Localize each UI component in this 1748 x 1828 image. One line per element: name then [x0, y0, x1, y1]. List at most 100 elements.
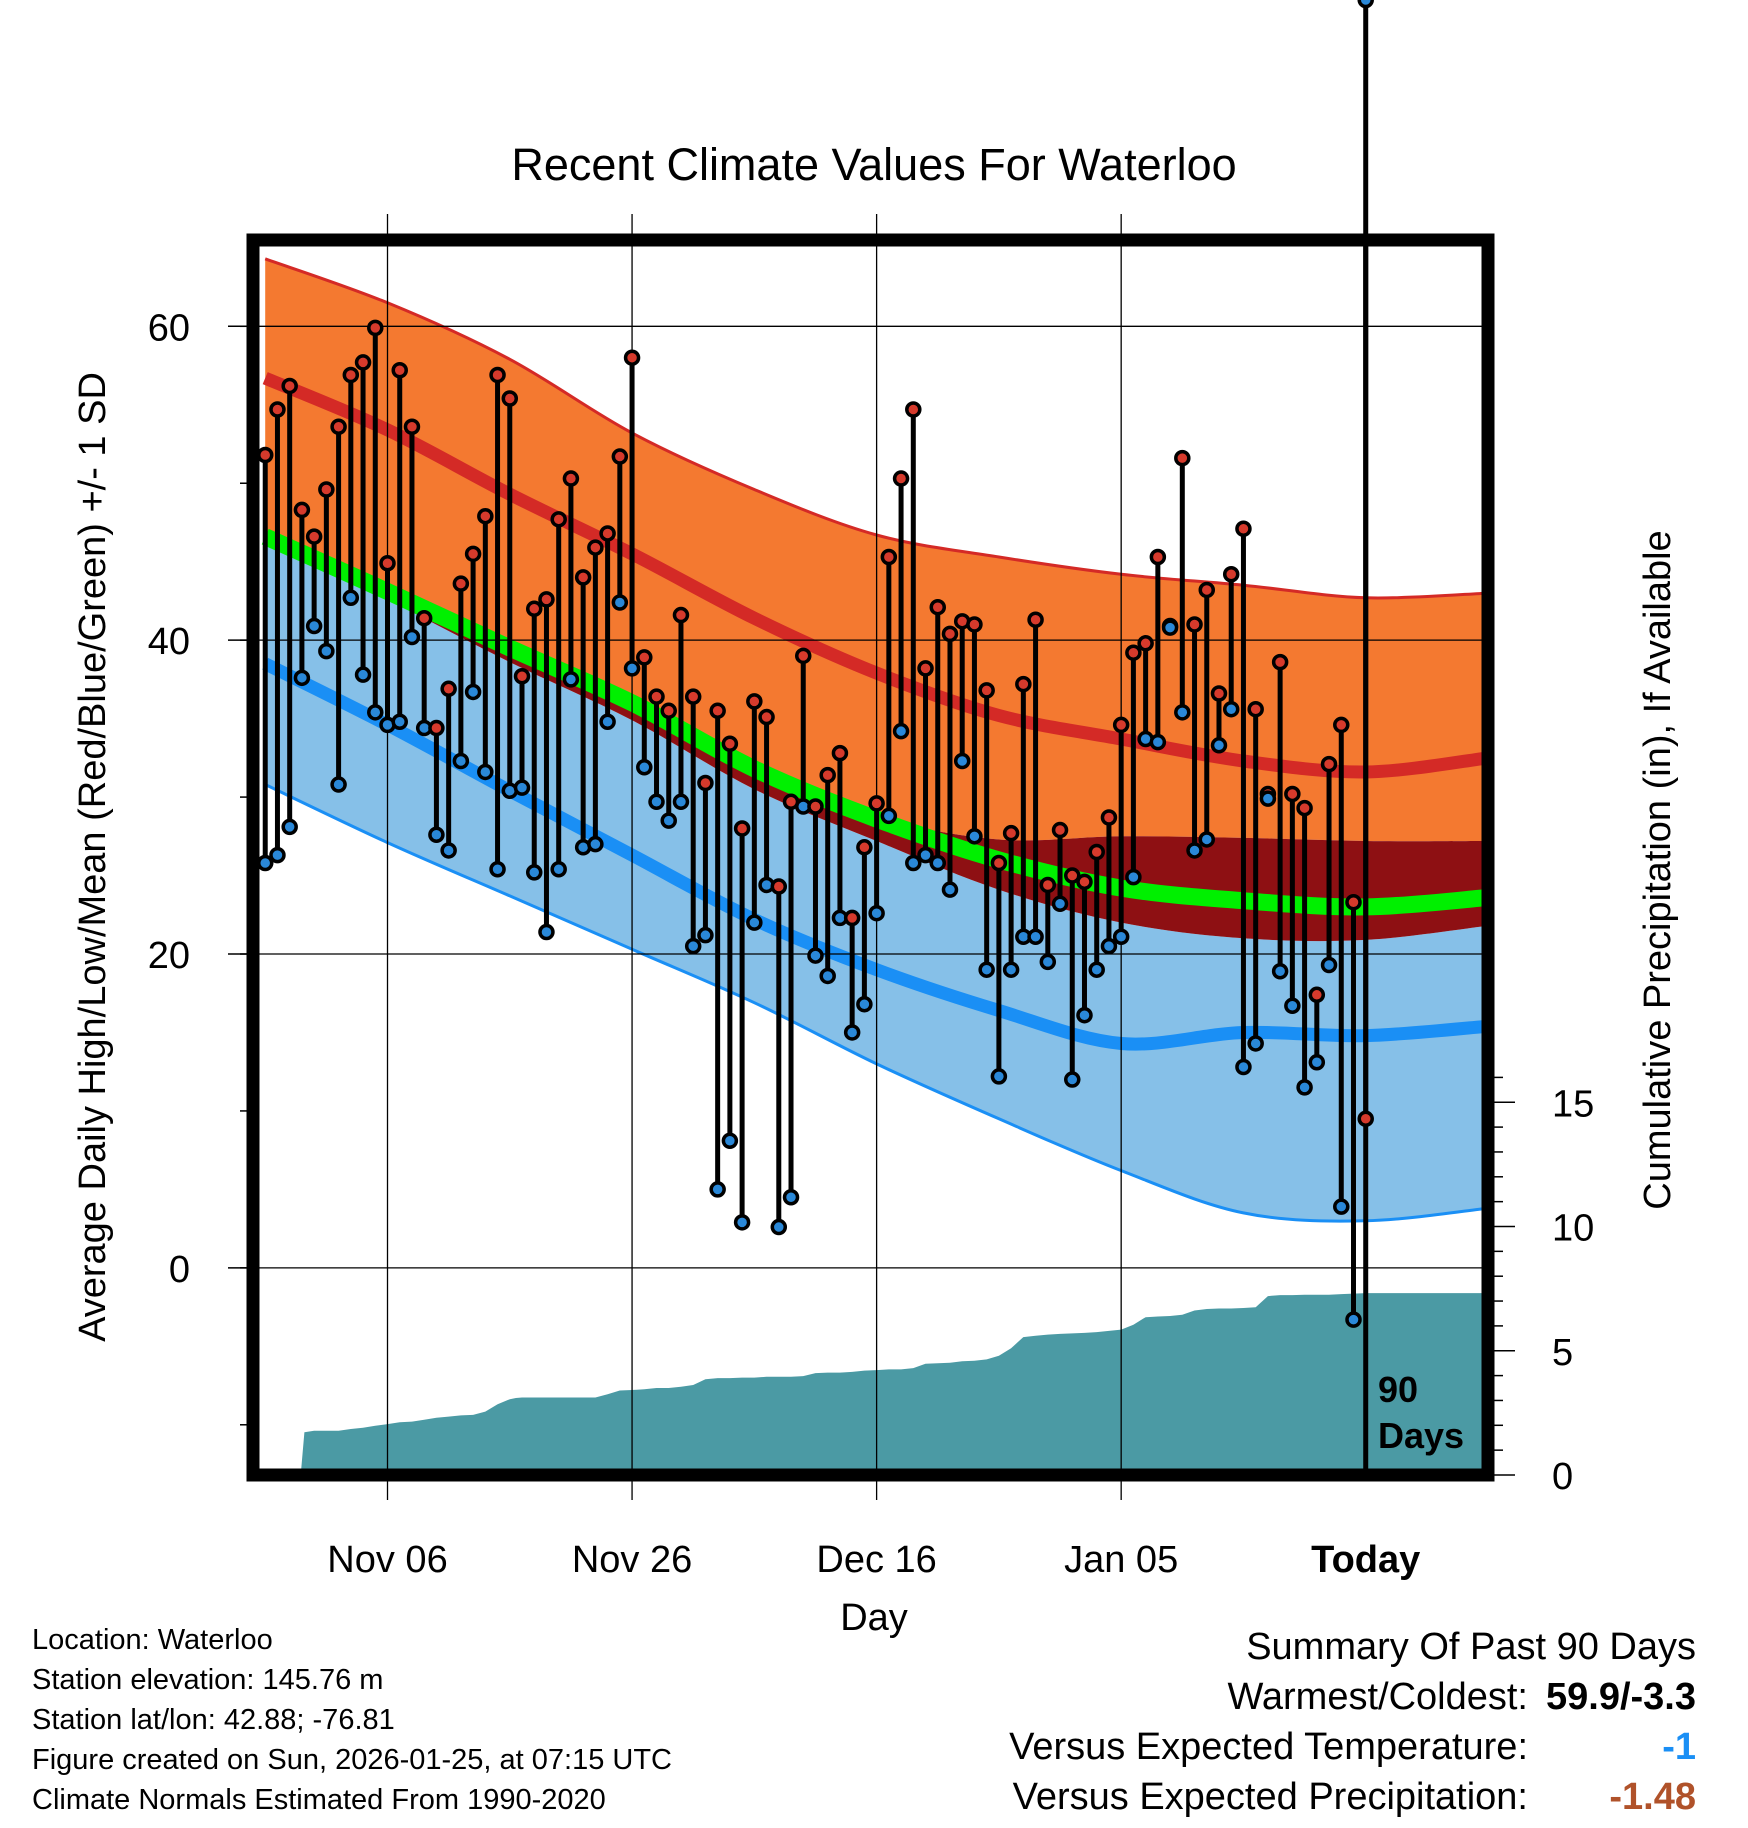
- obs-low-point: [746, 914, 763, 931]
- obs-high-point: [440, 680, 457, 698]
- obs-high-point: [342, 366, 360, 384]
- obs-high-point: [929, 598, 947, 616]
- obs-day-89: [1345, 893, 1362, 1328]
- latlon-text: Station lat/lon: 42.88; -76.81: [32, 1704, 395, 1736]
- obs-high-point: [428, 719, 445, 737]
- obs-high-point: [807, 798, 824, 815]
- obs-low-point: [318, 642, 335, 660]
- obs-day-29: [611, 448, 629, 611]
- obs-high-point: [1125, 644, 1142, 661]
- obs-high-point: [684, 688, 702, 705]
- obs-low-point: [1064, 1071, 1081, 1088]
- obs-day-2: [281, 377, 298, 836]
- obs-low-point: [1039, 953, 1057, 971]
- obs-low-point: [892, 722, 910, 740]
- obs-day-33: [660, 702, 677, 829]
- obs-day-31: [636, 649, 653, 776]
- obs-day-3: [293, 501, 311, 687]
- precip-value: -1.48: [1609, 1776, 1696, 1818]
- obs-day-1: [269, 401, 286, 864]
- summary-temp-row: Versus Expected Temperature: -1: [1009, 1722, 1696, 1772]
- normals-text: Climate Normals Estimated From 1990-2020: [32, 1784, 606, 1816]
- obs-day-56: [941, 625, 959, 898]
- warmest-value: 59.9/-3.3: [1546, 1676, 1696, 1718]
- obs-low-point: [1125, 868, 1142, 886]
- summary-warmest-row: Warmest/Coldest: 59.9/-3.3: [1009, 1672, 1696, 1722]
- obs-high-point: [513, 668, 531, 685]
- obs-low-point: [1320, 956, 1338, 974]
- obs-day-28: [599, 525, 616, 731]
- obs-low-point: [1088, 961, 1105, 978]
- obs-high-point: [819, 766, 836, 784]
- obs-low-point: [293, 669, 311, 687]
- summary-title: Summary Of Past 90 Days: [1246, 1626, 1696, 1668]
- obs-day-4: [305, 528, 323, 635]
- obs-high-point: [758, 708, 775, 726]
- obs-day-54: [917, 660, 934, 864]
- obs-day-74: [1161, 617, 1179, 636]
- obs-high-point: [1198, 581, 1216, 599]
- obs-day-15: [440, 680, 457, 859]
- warmest-label: Warmest/Coldest:: [1227, 1676, 1528, 1718]
- obs-low-point: [305, 617, 323, 635]
- obs-high-point: [525, 600, 543, 618]
- obs-day-13: [415, 609, 433, 737]
- obs-day-22: [525, 600, 543, 881]
- obs-day-38: [721, 735, 739, 1149]
- obs-day-68: [1088, 843, 1105, 978]
- obs-low-point: [1149, 733, 1167, 751]
- obs-high-point: [636, 649, 653, 666]
- obs-high-point: [648, 688, 665, 705]
- y-axis-label-left: Average Daily High/Low/Mean (Red/Blue/Gr…: [72, 372, 114, 1342]
- obs-day-6: [330, 418, 347, 793]
- obs-high-point: [562, 470, 580, 487]
- obs-low-point: [1284, 997, 1301, 1015]
- obs-high-point: [489, 366, 506, 384]
- obs-low-point: [1308, 1054, 1326, 1071]
- obs-high-point: [318, 481, 335, 498]
- obs-day-36: [697, 774, 714, 944]
- obs-high-point: [330, 418, 347, 435]
- obs-high-point: [269, 401, 286, 418]
- obs-low-point: [1259, 790, 1277, 807]
- obs-day-40: [746, 693, 763, 931]
- obs-day-84: [1284, 785, 1301, 1015]
- obs-day-52: [892, 470, 910, 740]
- obs-low-point: [1186, 842, 1203, 859]
- obs-low-point: [953, 752, 971, 770]
- obs-low-point: [367, 704, 384, 721]
- obs-high-point: [831, 744, 849, 762]
- obs-low-point: [623, 660, 641, 677]
- obs-day-55: [929, 598, 947, 872]
- obs-low-point: [721, 1132, 739, 1149]
- obs-low-point: [733, 1214, 751, 1231]
- obs-day-79: [1222, 566, 1240, 718]
- obs-day-81: [1247, 700, 1264, 1052]
- obs-low-point: [917, 846, 934, 864]
- obs-day-35: [684, 688, 702, 955]
- obs-high-point: [733, 820, 751, 837]
- obs-day-50: [868, 795, 885, 922]
- obs-high-point: [464, 545, 482, 563]
- location-text: Location: Waterloo: [32, 1624, 273, 1656]
- obs-high-point: [1112, 716, 1130, 734]
- obs-day-20: [501, 390, 519, 800]
- left-tick-label: 60: [148, 307, 190, 349]
- obs-low-point: [684, 937, 702, 955]
- obs-high-point: [1222, 566, 1240, 583]
- obs-day-86: [1308, 986, 1326, 1071]
- obs-high-point: [697, 774, 714, 792]
- obs-high-point: [1064, 867, 1081, 884]
- obs-day-25: [562, 470, 580, 688]
- obs-day-70: [1112, 716, 1130, 945]
- obs-day-9: [367, 319, 384, 721]
- obs-low-point: [868, 904, 885, 922]
- obs-high-point: [293, 501, 311, 519]
- obs-high-point: [856, 839, 873, 856]
- obs-high-point: [905, 401, 922, 418]
- obs-low-point: [611, 594, 629, 611]
- obs-day-77: [1198, 581, 1216, 848]
- obs-day-8: [354, 354, 372, 683]
- obs-high-point: [550, 511, 567, 528]
- obs-high-point: [415, 609, 433, 627]
